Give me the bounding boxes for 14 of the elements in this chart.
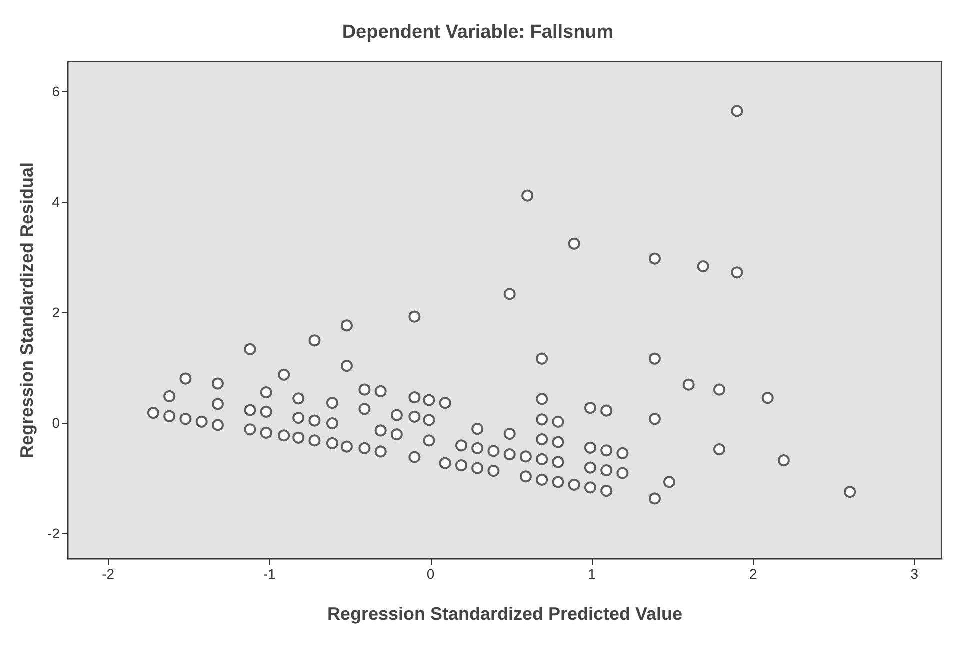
x-tick-label: -1 xyxy=(263,566,276,582)
y-tick-label: 4 xyxy=(52,194,60,210)
x-axis-title: Regression Standardized Predicted Value xyxy=(327,604,683,624)
y-tick-label: -2 xyxy=(48,526,60,542)
x-tick-label: 3 xyxy=(910,566,919,582)
y-tick-label: 6 xyxy=(52,83,60,100)
x-tick-label: 1 xyxy=(588,566,596,582)
chart-title: Dependent Variable: Fallsnum xyxy=(342,22,614,43)
x-tick-label: 0 xyxy=(426,566,435,582)
x-tick-label: -2 xyxy=(102,566,115,582)
y-axis-title: Regression Standardized Residual xyxy=(17,162,37,459)
y-tick-label: 0 xyxy=(52,415,60,431)
x-tick-label: 2 xyxy=(749,566,758,582)
y-tick-label: 2 xyxy=(52,304,60,320)
